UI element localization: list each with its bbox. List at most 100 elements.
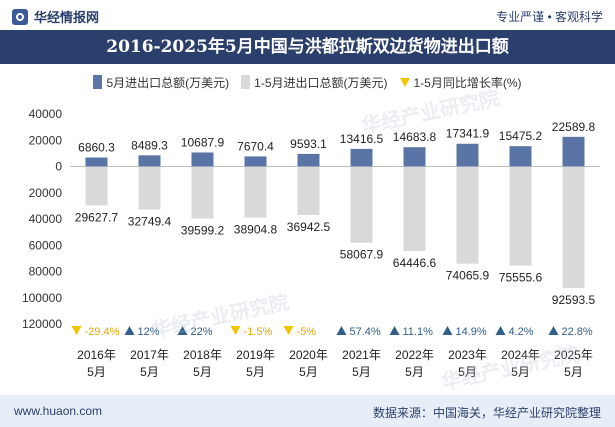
- growth-up-triangle-icon: [389, 326, 400, 335]
- legend-triangle-icon: [399, 77, 410, 87]
- data-label-monthly: 10687.9: [181, 135, 225, 149]
- legend-label-monthly: 5月进出口总额(万美元): [106, 75, 230, 90]
- data-label-cumulative: 64446.6: [393, 256, 437, 270]
- y-tick-label: 20000: [29, 186, 63, 200]
- x-tick-label-year: 2025年: [554, 348, 593, 362]
- legend-item-cumulative: 1-5月进出口总额(万美元): [241, 74, 388, 91]
- brand: 华经情报网: [12, 7, 99, 26]
- bar-cumulative: [244, 166, 267, 218]
- x-tick-label-year: 2017年: [130, 348, 169, 362]
- data-label-growth: -1.5%: [244, 326, 273, 338]
- data-label-growth: 22.8%: [562, 326, 593, 338]
- bar-monthly: [138, 155, 161, 167]
- x-tick-label-month: 5月: [511, 365, 530, 379]
- x-tick-label-year: 2023年: [448, 348, 487, 362]
- data-label-growth: -29.4%: [85, 326, 120, 338]
- chart-legend: 5月进出口总额(万美元) 1-5月进出口总额(万美元) 1-5月同比增长率(%): [0, 72, 615, 92]
- x-tick-label-month: 5月: [87, 365, 106, 379]
- x-tick-label-year: 2018年: [183, 348, 222, 362]
- bar-cumulative: [138, 166, 161, 210]
- data-label-cumulative: 39599.2: [181, 223, 225, 237]
- y-tick-label: 120000: [22, 317, 62, 331]
- data-label-growth: -5%: [297, 326, 317, 338]
- bar-monthly: [509, 146, 532, 167]
- data-label-monthly: 6860.3: [78, 140, 115, 154]
- data-label-growth: 22%: [191, 326, 213, 338]
- slogan: 专业严谨 • 客观科学: [496, 10, 603, 24]
- data-label-monthly: 15475.2: [499, 129, 543, 143]
- data-label-growth: 14.9%: [456, 326, 487, 338]
- bar-monthly: [456, 143, 479, 167]
- y-tick-label: 40000: [29, 107, 63, 121]
- y-tick-label: 40000: [29, 212, 63, 226]
- data-label-cumulative: 58067.9: [340, 248, 384, 262]
- bar-cumulative: [403, 166, 426, 252]
- data-label-cumulative: 36942.5: [287, 220, 331, 234]
- legend-swatch-cumulative: [241, 75, 251, 89]
- bar-cumulative: [562, 166, 585, 289]
- bar-cumulative: [350, 166, 373, 243]
- footer-source: 数据来源：中国海关，华经产业研究院整理: [372, 406, 601, 420]
- data-label-monthly: 8489.3: [131, 138, 168, 152]
- bar-monthly: [403, 147, 426, 167]
- x-tick-label-month: 5月: [299, 365, 318, 379]
- data-label-cumulative: 38904.8: [234, 223, 278, 237]
- x-tick-label-month: 5月: [564, 365, 583, 379]
- x-tick-label-month: 5月: [405, 365, 424, 379]
- data-label-monthly: 9593.1: [290, 137, 327, 151]
- bar-cumulative: [509, 166, 532, 266]
- y-tick-label: 20000: [29, 133, 63, 147]
- data-label-growth: 12%: [138, 326, 160, 338]
- x-tick-label-month: 5月: [140, 365, 159, 379]
- growth-up-triangle-icon: [124, 326, 135, 335]
- data-label-growth: 4.2%: [509, 326, 534, 338]
- bar-cumulative: [456, 166, 479, 264]
- y-tick-label: 100000: [22, 291, 62, 305]
- data-label-cumulative: 32749.4: [128, 214, 172, 228]
- chart-svg: 40000 20000 0 20000 40000 60000 80000 100000 120…: [22, 107, 600, 379]
- brand-name: 华经情报网: [34, 10, 100, 25]
- x-tick-label-year: 2019年: [236, 348, 275, 362]
- y-tick-label: 0: [55, 160, 62, 174]
- data-label-monthly: 22589.8: [552, 120, 596, 134]
- bar-cumulative: [191, 166, 214, 219]
- bar-cumulative: [85, 166, 108, 206]
- legend-item-monthly: 5月进出口总额(万美元): [93, 74, 229, 91]
- x-tick-label-year: 2022年: [395, 348, 434, 362]
- data-label-cumulative: 75555.6: [499, 271, 543, 285]
- footer-website: www.huaon.com: [14, 404, 103, 418]
- x-tick-label-year: 2024年: [501, 348, 540, 362]
- legend-label-growth: 1-5月同比增长率(%): [413, 75, 522, 90]
- x-tick-label-year: 2021年: [342, 348, 381, 362]
- data-label-cumulative: 92593.5: [552, 293, 596, 307]
- growth-down-triangle-icon: [230, 326, 241, 335]
- growth-up-triangle-icon: [495, 326, 506, 335]
- huajing-logo-icon: [12, 8, 28, 25]
- data-label-monthly: 7670.4: [237, 139, 274, 153]
- y-tick-label: 60000: [29, 238, 63, 252]
- data-label-cumulative: 29627.7: [75, 210, 119, 224]
- x-tick-label-year: 2016年: [77, 348, 116, 362]
- data-label-growth: 57.4%: [350, 326, 381, 338]
- growth-up-triangle-icon: [177, 326, 188, 335]
- x-tick-label-month: 5月: [246, 365, 265, 379]
- footer: www.huaon.com 数据来源：中国海关，华经产业研究院整理: [0, 395, 615, 427]
- data-label-monthly: 17341.9: [446, 127, 490, 141]
- legend-label-cumulative: 1-5月进出口总额(万美元): [254, 75, 388, 90]
- top-bar: 华经情报网 专业严谨 • 客观科学: [0, 0, 615, 30]
- bar-monthly: [191, 152, 214, 167]
- chart-title: 2016-2025年5月中国与洪都拉斯双边货物进出口额: [0, 30, 615, 64]
- growth-up-triangle-icon: [442, 326, 453, 335]
- legend-swatch-monthly: [93, 75, 103, 89]
- data-label-growth: 11.1%: [403, 326, 434, 338]
- bar-cumulative: [297, 166, 320, 215]
- data-label-monthly: 13416.5: [340, 132, 384, 146]
- growth-down-triangle-icon: [71, 326, 82, 335]
- x-tick-label-month: 5月: [352, 365, 371, 379]
- bar-monthly: [350, 148, 373, 167]
- legend-item-growth: 1-5月同比增长率(%): [399, 74, 522, 91]
- x-tick-label-month: 5月: [458, 365, 477, 379]
- bar-monthly: [297, 153, 320, 167]
- y-tick-label: 80000: [29, 265, 63, 279]
- growth-up-triangle-icon: [336, 326, 347, 335]
